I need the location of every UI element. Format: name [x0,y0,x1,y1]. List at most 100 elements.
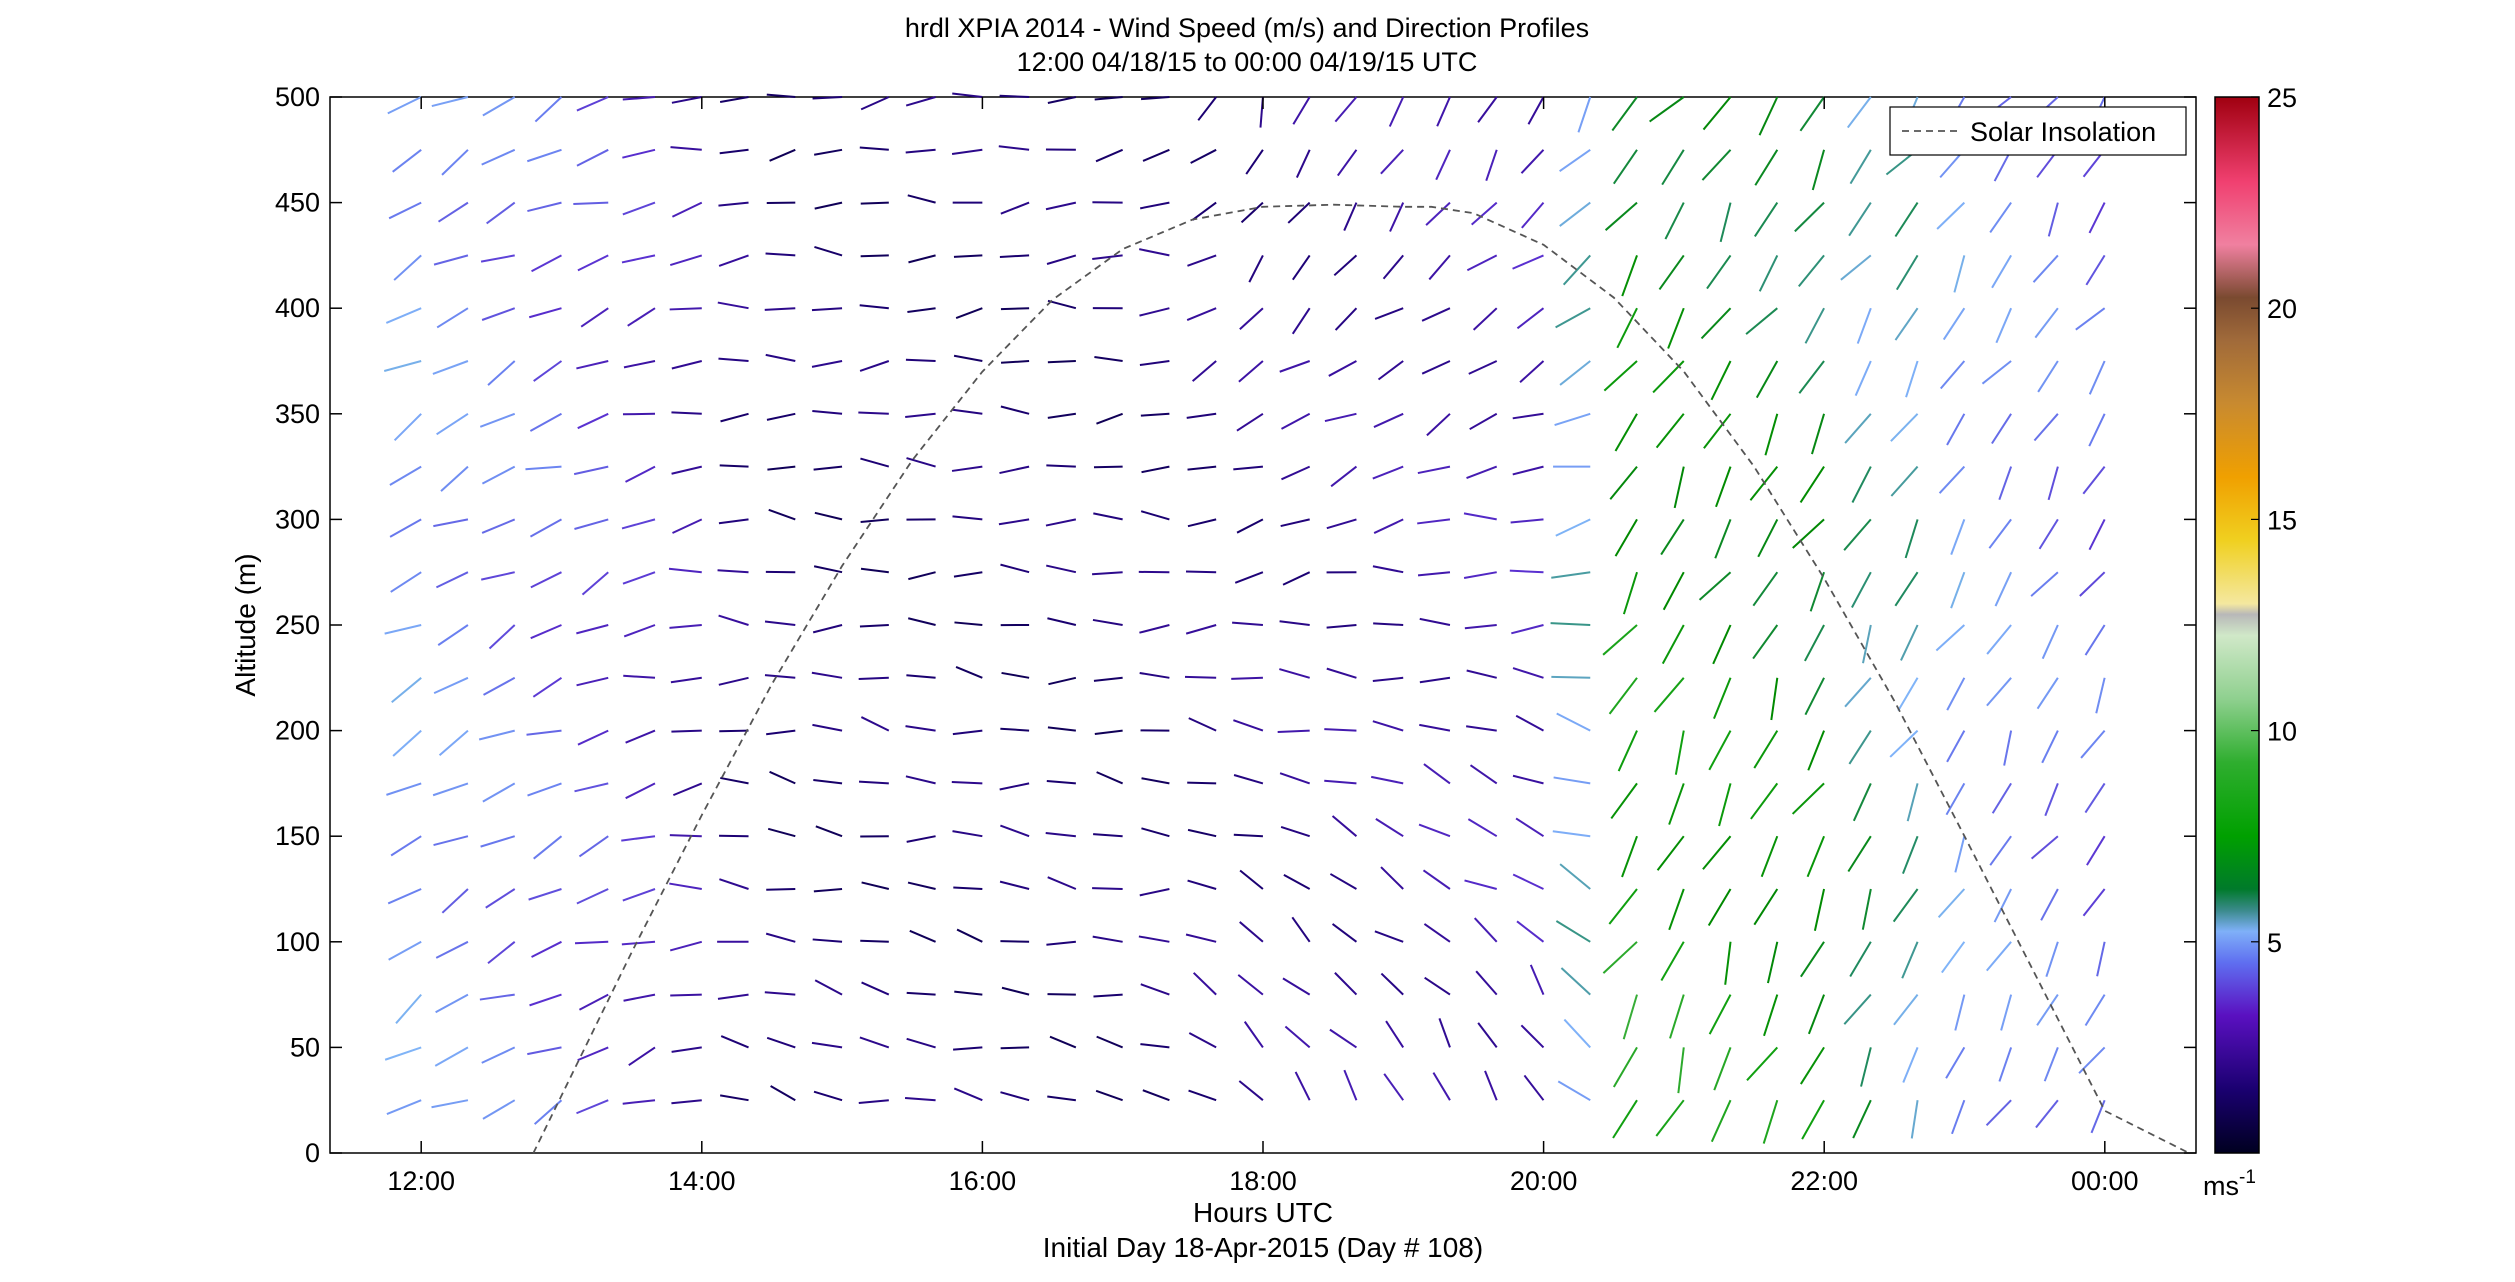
wind-vector [1555,307,1591,329]
wind-vector [860,939,889,943]
wind-vector [811,360,843,368]
wind-vector [999,880,1030,890]
wind-vector [1046,564,1077,574]
wind-vector [1622,571,1638,615]
wind-vector [1991,413,2012,445]
wind-vector [907,194,936,204]
wind-vector [813,465,843,471]
wind-vector [576,676,609,687]
wind-vector [1801,1099,1825,1140]
wind-vector [621,940,656,946]
wind-vector [1702,96,1732,131]
wind-vector [2082,465,2106,495]
wind-vector [1464,879,1497,890]
wind-vector [955,666,983,679]
wind-vector [1001,986,1030,996]
wind-vector [1804,677,1825,716]
wind-vector [767,465,796,471]
wind-vector [2040,888,2059,921]
wind-vector [1807,994,1825,1035]
wind-vector [1602,624,1638,656]
wind-vector [1464,624,1497,630]
wind-vector [718,254,749,267]
wind-vector [812,723,843,732]
wind-vector [2030,835,2059,860]
wind-vector [1718,783,1732,827]
wind-vector [1897,677,1919,712]
wind-vector [1243,1021,1264,1048]
wind-vector [1334,972,1358,996]
wind-vector [1757,518,1779,558]
wind-vector [814,511,843,521]
wind-vector [1373,412,1404,428]
wind-vector [1046,254,1077,265]
x-tick-label: 00:00 [2071,1166,2139,1196]
wind-vector [1701,149,1732,181]
wind-vector [1509,569,1544,574]
wind-vector [1188,717,1217,732]
wind-vector [717,569,749,574]
wind-vector [1093,512,1123,521]
wind-vector [1852,1099,1872,1139]
wind-vector [1719,202,1732,243]
wind-vector [529,518,562,538]
wind-vector [905,96,936,107]
wind-vector [1331,815,1358,837]
colorbar-unit-label: ms-1 [2203,1167,2256,1201]
wind-vector [720,412,749,423]
wind-vector [530,571,562,589]
wind-vector [479,412,516,428]
wind-vector [384,624,422,635]
wind-vector [1846,96,1872,129]
wind-vector [1612,149,1638,185]
wind-vector [1469,412,1498,431]
wind-vector [1527,96,1545,125]
wind-vector [1557,1080,1591,1102]
wind-vector [859,1036,890,1049]
wind-vector [1523,1074,1545,1101]
wind-vector [1000,727,1030,732]
wind-vector [1139,201,1170,210]
wind-vector [1892,888,1919,923]
wind-vector [1233,465,1264,471]
wind-vector [1515,714,1544,732]
wind-vector [860,96,890,111]
wind-vector [621,518,656,530]
wind-vector [1343,1069,1358,1101]
colorbar-tick-label: 10 [2267,717,2297,747]
wind-vector [953,254,983,258]
wind-vector [573,201,609,206]
wind-vector [718,201,749,207]
wind-vector [1292,96,1311,125]
wind-vector [482,96,516,117]
wind-vector [1562,254,1591,286]
wind-vector [719,96,749,104]
wind-vector [1520,149,1545,174]
wind-vector [487,941,516,965]
wind-vector [1373,518,1404,534]
wind-vector [859,624,889,628]
wind-vector [953,571,983,578]
wind-vector [1233,774,1264,785]
wind-vector [1712,624,1732,665]
wind-vector [953,1087,983,1102]
wind-vector [2088,518,2106,551]
wind-vector [1792,518,1825,549]
wind-vector [1233,833,1263,838]
wind-vector [1096,412,1123,425]
wind-vector [906,991,936,996]
wind-vector [1798,360,1825,394]
wind-vector [907,307,936,313]
wind-vector [1382,254,1404,280]
wind-vector [670,146,702,151]
wind-vector [393,413,422,442]
wind-vector [766,93,796,98]
wind-vector [1673,466,1685,509]
x-tick-label: 20:00 [1510,1166,1578,1196]
wind-vector [625,465,656,483]
wind-vector [2047,202,2059,237]
wind-vector [671,411,702,415]
wind-vector [1995,307,2013,344]
wind-vectors [383,92,2106,1144]
